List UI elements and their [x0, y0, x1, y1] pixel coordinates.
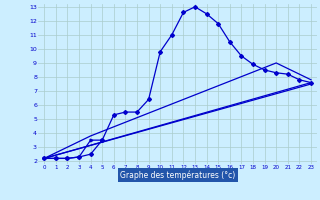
X-axis label: Graphe des températures (°c): Graphe des températures (°c) — [120, 170, 235, 180]
